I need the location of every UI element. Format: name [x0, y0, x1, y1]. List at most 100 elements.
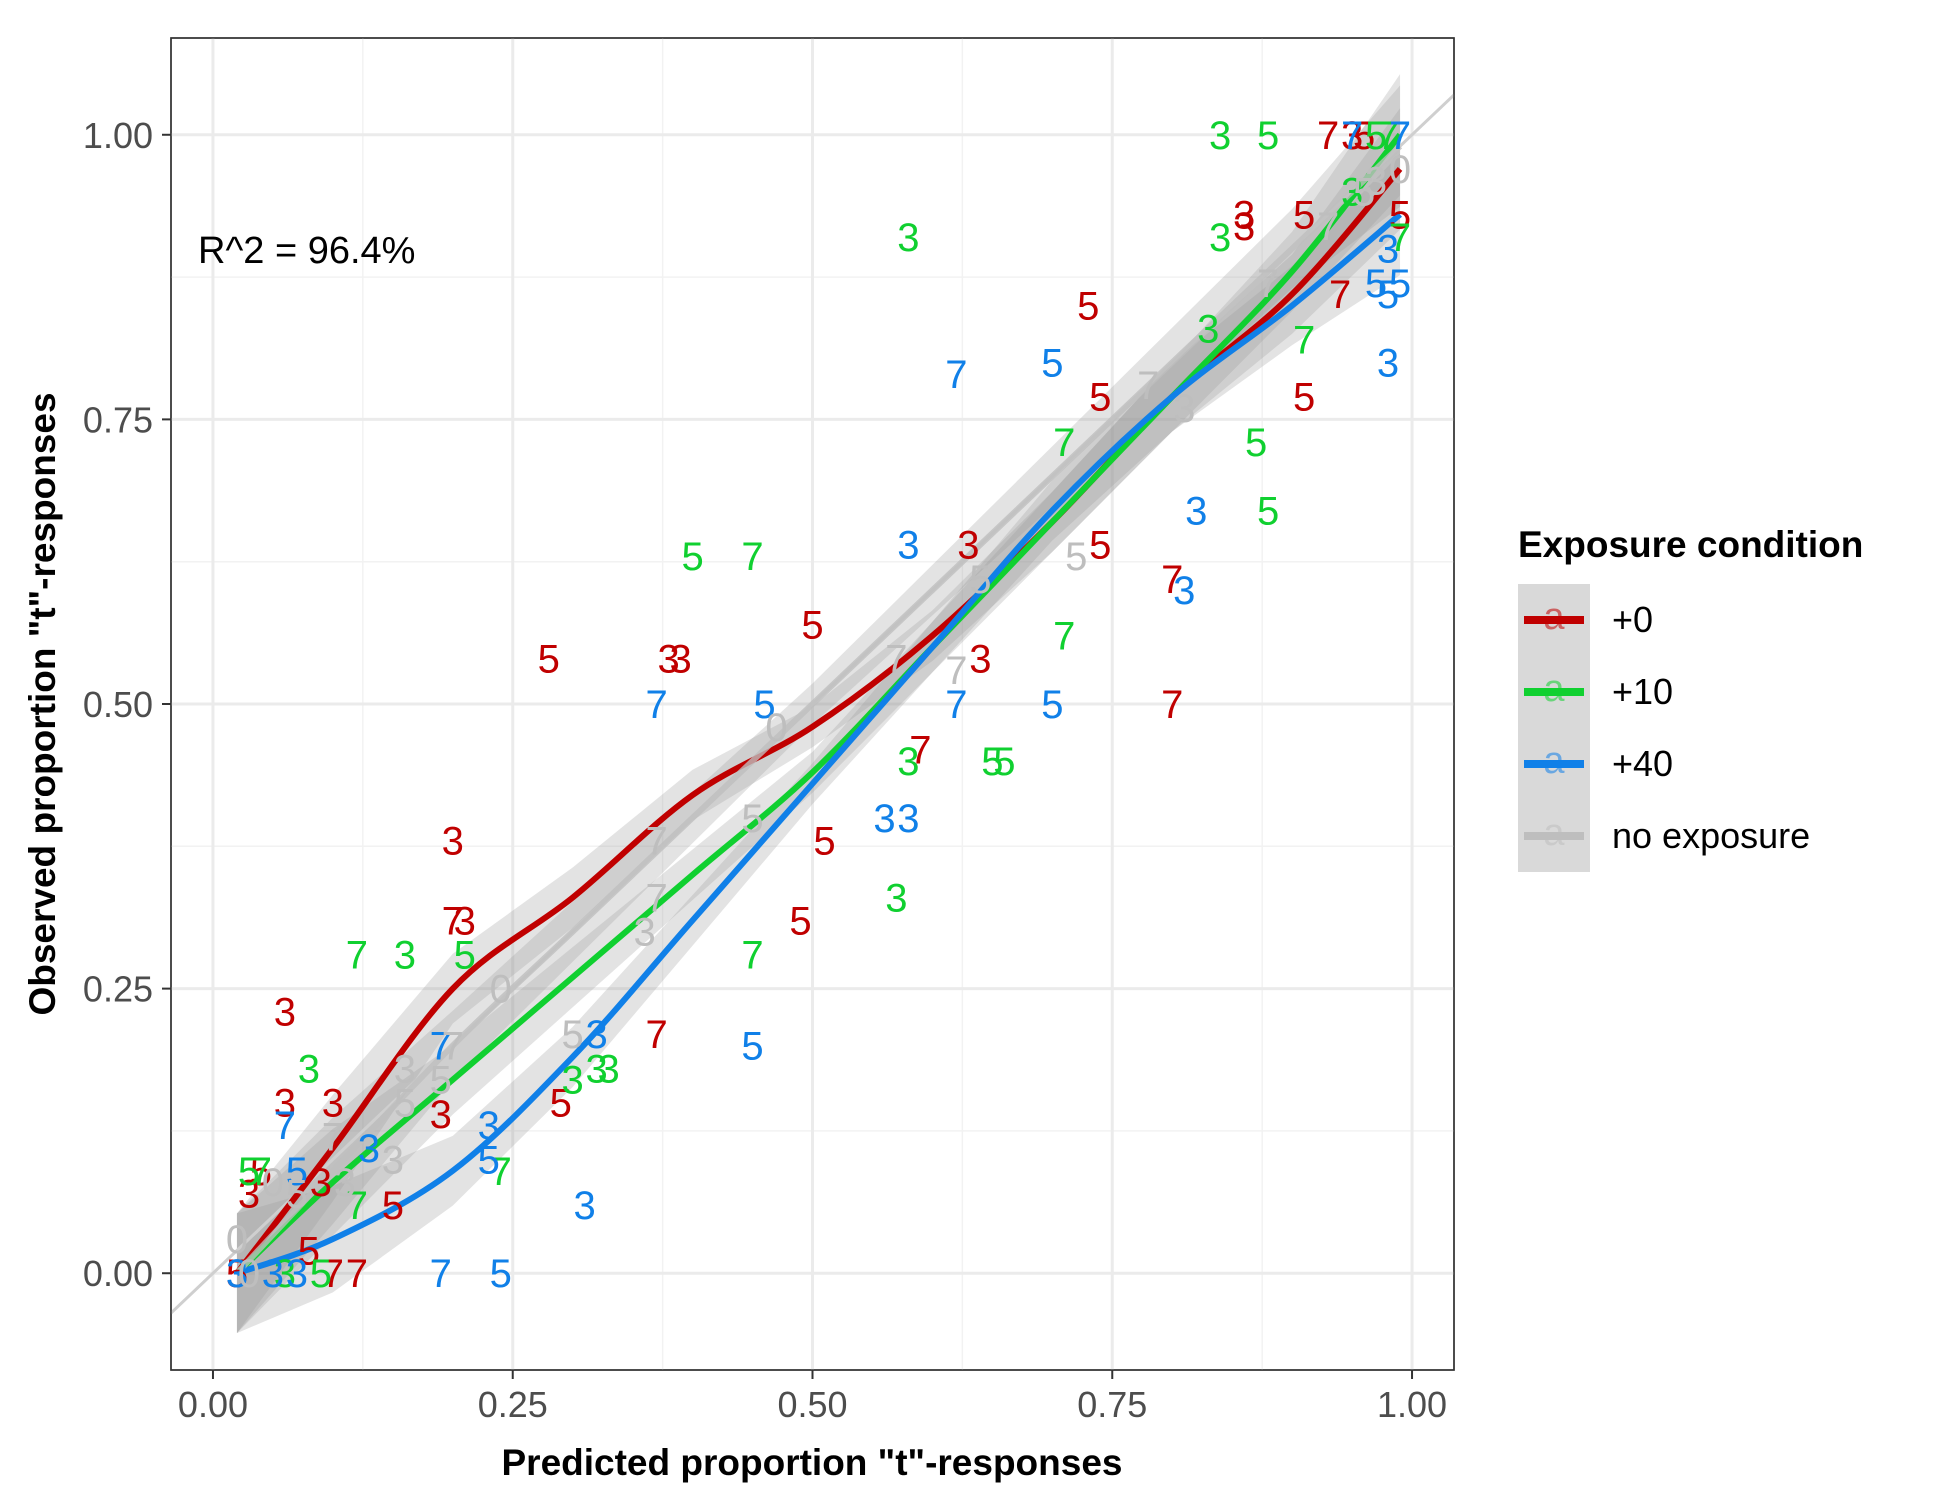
- confidence-ribbon: [236, 153, 1401, 1334]
- data-point: 5: [454, 933, 476, 977]
- data-point: 5: [1089, 376, 1111, 420]
- legend-key-glyph: a: [1543, 812, 1565, 854]
- data-point: 7: [1257, 262, 1279, 306]
- data-point: 3: [310, 1161, 332, 1205]
- data-point: 3: [394, 933, 416, 977]
- data-point: 5: [813, 820, 835, 864]
- data-point: 5: [753, 683, 775, 727]
- y-tick-label: 0.50: [83, 684, 153, 725]
- data-point: 5: [238, 1150, 260, 1194]
- data-point: 3: [274, 1081, 296, 1125]
- data-point: 7: [741, 535, 763, 579]
- data-point: 7: [1317, 114, 1339, 158]
- data-point: 7: [741, 933, 763, 977]
- data-point: 3: [358, 1127, 380, 1171]
- data-point: 5: [1293, 193, 1315, 237]
- data-point: 5: [382, 1184, 404, 1228]
- data-point: 3: [897, 216, 919, 260]
- data-point: 7: [322, 1252, 344, 1296]
- data-point: 7: [1317, 205, 1339, 249]
- data-point: 7: [1341, 114, 1363, 158]
- r-squared-annotation: R^2 = 96.4%: [198, 230, 415, 272]
- data-point: 7: [1053, 421, 1075, 465]
- data-point: 5: [1353, 171, 1375, 215]
- fit-line: [234, 132, 1403, 1276]
- data-point: 5: [1293, 376, 1315, 420]
- data-point: 7: [909, 729, 931, 773]
- data-point: 7: [945, 649, 967, 693]
- data-point: 3: [1233, 193, 1255, 237]
- legend: Exposure condition a +0 a +10 a +40 a no exposu…: [1518, 524, 1938, 872]
- data-point: 3: [274, 1252, 296, 1296]
- legend-entry: a +0: [1518, 584, 1938, 656]
- data-point: 5: [1245, 421, 1267, 465]
- data-point: 5: [478, 1138, 500, 1182]
- data-point: 3: [1341, 171, 1363, 215]
- data-point: 7: [645, 1013, 667, 1057]
- legend-key: a: [1518, 800, 1590, 872]
- data-point: 7: [250, 1150, 272, 1194]
- data-point: 3: [1173, 569, 1195, 613]
- data-point: 5: [1041, 683, 1063, 727]
- legend-label: +10: [1612, 671, 1674, 712]
- data-point: 5: [1257, 114, 1279, 158]
- data-point: 5: [1389, 193, 1411, 237]
- data-point: 3: [334, 1161, 356, 1205]
- y-axis-title: Observed proportion "t"-responses: [22, 392, 63, 1015]
- y-tick-label: 1.00: [83, 115, 153, 156]
- legend-key-glyph: a: [1543, 668, 1565, 710]
- data-point: 5: [801, 603, 823, 647]
- data-point: 3: [442, 820, 464, 864]
- legend-entry: a +40: [1518, 728, 1938, 800]
- data-point: 3: [1209, 114, 1231, 158]
- data-point: 3: [1209, 216, 1231, 260]
- data-point: 7: [645, 877, 667, 921]
- data-point: 3: [897, 740, 919, 784]
- data-point: 3: [226, 1252, 248, 1296]
- y-tick-label: 0.00: [83, 1253, 153, 1294]
- data-point: 0: [765, 706, 787, 750]
- data-point: 3: [298, 1047, 320, 1091]
- data-point: 5: [1089, 524, 1111, 568]
- x-tick-label: 0.25: [478, 1384, 548, 1425]
- data-point: 5: [298, 1229, 320, 1273]
- data-point: 0: [1389, 148, 1411, 192]
- data-point: 5: [681, 535, 703, 579]
- legend-label: no exposure: [1612, 815, 1811, 856]
- data-point: 5: [1041, 341, 1063, 385]
- data-point: 3: [657, 637, 679, 681]
- data-point: 3: [634, 911, 656, 955]
- data-point: 3: [873, 797, 895, 841]
- data-point: 3: [1377, 228, 1399, 272]
- data-point: 5: [741, 797, 763, 841]
- data-point: 7: [945, 683, 967, 727]
- data-point: 3: [586, 1047, 608, 1091]
- x-tick-label: 0.50: [777, 1384, 847, 1425]
- legend-entries: a +0 a +10 a +40 a no exposure: [1518, 584, 1938, 872]
- data-point: 7: [442, 1025, 464, 1069]
- data-point: 5: [1077, 285, 1099, 329]
- data-point: 7: [1389, 114, 1411, 158]
- data-point: 7: [1161, 683, 1183, 727]
- legend-key-line: [1524, 616, 1584, 624]
- data-point: 3: [574, 1184, 596, 1228]
- data-point: 3: [1377, 341, 1399, 385]
- data-point: 5: [550, 1081, 572, 1125]
- data-point: 3: [586, 1013, 608, 1057]
- data-point: 0: [490, 968, 512, 1012]
- legend-key: a: [1518, 728, 1590, 800]
- data-point: 3: [669, 637, 691, 681]
- data-point: 7: [945, 353, 967, 397]
- data-point: 3: [394, 1047, 416, 1091]
- data-point: 5: [226, 1252, 248, 1296]
- data-point: 5: [981, 740, 1003, 784]
- legend-key-glyph: a: [1543, 740, 1565, 782]
- legend-key-line: [1524, 688, 1584, 696]
- data-point: 5: [562, 1013, 584, 1057]
- grid-lines: [171, 38, 1454, 1370]
- data-point: 3: [1341, 114, 1363, 158]
- data-point: 7: [346, 1184, 368, 1228]
- data-point: 3: [885, 877, 907, 921]
- data-point: 7: [645, 820, 667, 864]
